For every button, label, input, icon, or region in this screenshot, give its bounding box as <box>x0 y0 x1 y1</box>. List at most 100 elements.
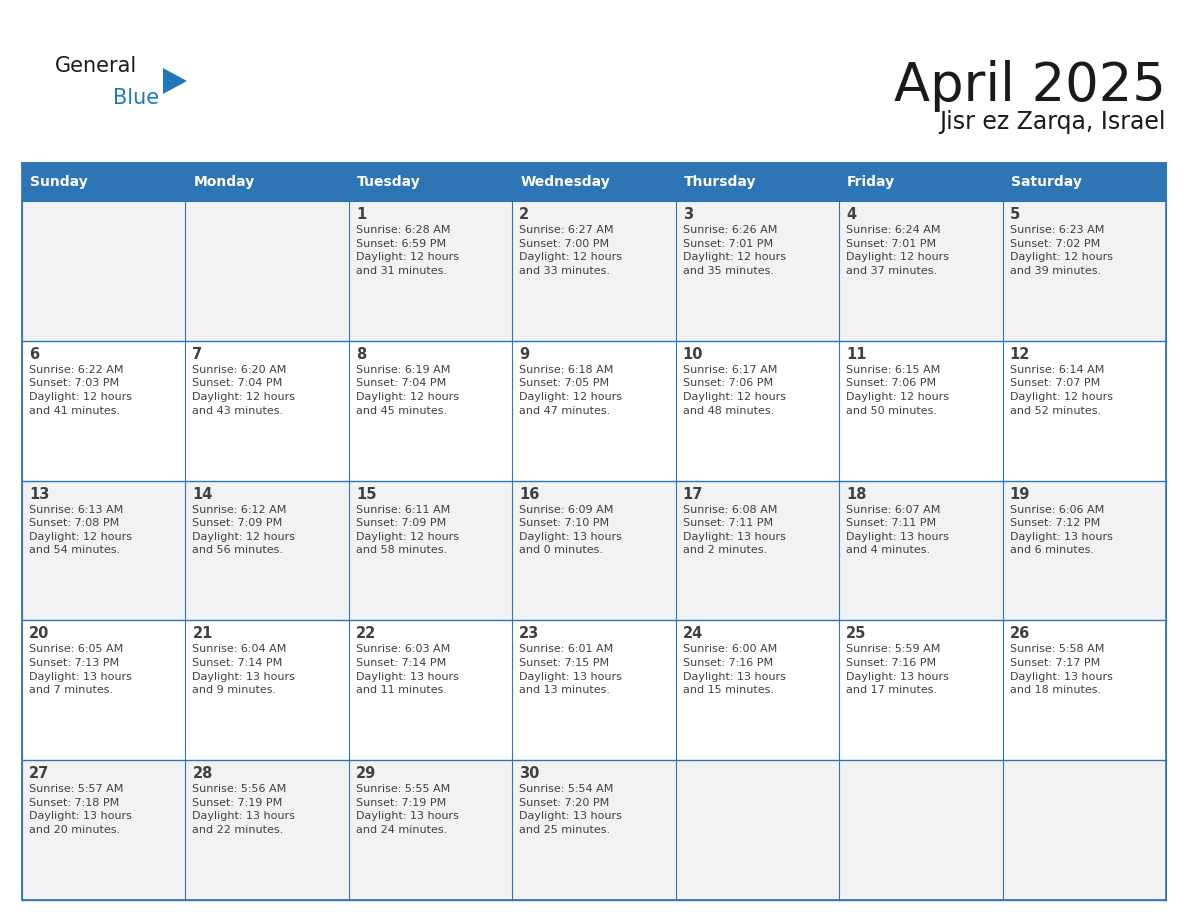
Text: 13: 13 <box>29 487 50 501</box>
Bar <box>185 481 349 621</box>
Text: Sunrise: 6:12 AM
Sunset: 7:09 PM
Daylight: 12 hours
and 56 minutes.: Sunrise: 6:12 AM Sunset: 7:09 PM Dayligh… <box>192 505 296 555</box>
Text: Sunrise: 6:04 AM
Sunset: 7:14 PM
Daylight: 13 hours
and 9 minutes.: Sunrise: 6:04 AM Sunset: 7:14 PM Dayligh… <box>192 644 296 695</box>
Text: 23: 23 <box>519 626 539 642</box>
Text: Blue: Blue <box>113 88 159 108</box>
Text: 18: 18 <box>846 487 866 501</box>
Bar <box>676 201 839 341</box>
Text: Sunrise: 6:07 AM
Sunset: 7:11 PM
Daylight: 13 hours
and 4 minutes.: Sunrise: 6:07 AM Sunset: 7:11 PM Dayligh… <box>846 505 949 555</box>
Text: 12: 12 <box>1010 347 1030 362</box>
Text: 9: 9 <box>519 347 530 362</box>
Bar <box>1003 621 1165 760</box>
Text: 26: 26 <box>1010 626 1030 642</box>
Text: Sunrise: 6:23 AM
Sunset: 7:02 PM
Daylight: 12 hours
and 39 minutes.: Sunrise: 6:23 AM Sunset: 7:02 PM Dayligh… <box>1010 225 1113 275</box>
Bar <box>512 163 676 201</box>
Text: 28: 28 <box>192 767 213 781</box>
Text: Sunrise: 6:00 AM
Sunset: 7:16 PM
Daylight: 13 hours
and 15 minutes.: Sunrise: 6:00 AM Sunset: 7:16 PM Dayligh… <box>683 644 785 695</box>
Bar <box>839 201 1003 341</box>
Bar <box>185 163 349 201</box>
Text: Monday: Monday <box>194 175 254 189</box>
Text: Sunrise: 6:17 AM
Sunset: 7:06 PM
Daylight: 12 hours
and 48 minutes.: Sunrise: 6:17 AM Sunset: 7:06 PM Dayligh… <box>683 364 785 416</box>
Text: Jisr ez Zarqa, Israel: Jisr ez Zarqa, Israel <box>940 110 1165 134</box>
Bar <box>839 760 1003 900</box>
Bar <box>349 481 512 621</box>
Text: 27: 27 <box>29 767 49 781</box>
Bar <box>512 481 676 621</box>
Text: Friday: Friday <box>847 175 896 189</box>
Text: Sunrise: 6:22 AM
Sunset: 7:03 PM
Daylight: 12 hours
and 41 minutes.: Sunrise: 6:22 AM Sunset: 7:03 PM Dayligh… <box>29 364 132 416</box>
Text: 10: 10 <box>683 347 703 362</box>
Bar <box>839 341 1003 481</box>
Bar <box>185 341 349 481</box>
Bar <box>349 760 512 900</box>
Polygon shape <box>163 68 187 94</box>
Bar <box>1003 760 1165 900</box>
Text: Sunrise: 6:03 AM
Sunset: 7:14 PM
Daylight: 13 hours
and 11 minutes.: Sunrise: 6:03 AM Sunset: 7:14 PM Dayligh… <box>356 644 459 695</box>
Text: Sunrise: 5:57 AM
Sunset: 7:18 PM
Daylight: 13 hours
and 20 minutes.: Sunrise: 5:57 AM Sunset: 7:18 PM Dayligh… <box>29 784 132 835</box>
Text: Sunrise: 6:26 AM
Sunset: 7:01 PM
Daylight: 12 hours
and 35 minutes.: Sunrise: 6:26 AM Sunset: 7:01 PM Dayligh… <box>683 225 785 275</box>
Bar <box>512 341 676 481</box>
Text: 22: 22 <box>356 626 377 642</box>
Bar <box>676 341 839 481</box>
Bar <box>23 201 185 341</box>
Bar <box>839 481 1003 621</box>
Bar <box>676 481 839 621</box>
Bar <box>349 621 512 760</box>
Text: Sunrise: 6:08 AM
Sunset: 7:11 PM
Daylight: 13 hours
and 2 minutes.: Sunrise: 6:08 AM Sunset: 7:11 PM Dayligh… <box>683 505 785 555</box>
Bar <box>512 760 676 900</box>
Bar <box>185 201 349 341</box>
Bar <box>23 163 1165 900</box>
Text: Wednesday: Wednesday <box>520 175 609 189</box>
Text: Sunrise: 6:06 AM
Sunset: 7:12 PM
Daylight: 13 hours
and 6 minutes.: Sunrise: 6:06 AM Sunset: 7:12 PM Dayligh… <box>1010 505 1112 555</box>
Bar <box>1003 201 1165 341</box>
Bar <box>512 621 676 760</box>
Bar <box>23 163 185 201</box>
Bar <box>23 760 185 900</box>
Bar <box>839 163 1003 201</box>
Text: 6: 6 <box>29 347 39 362</box>
Text: 16: 16 <box>519 487 539 501</box>
Text: Sunrise: 6:24 AM
Sunset: 7:01 PM
Daylight: 12 hours
and 37 minutes.: Sunrise: 6:24 AM Sunset: 7:01 PM Dayligh… <box>846 225 949 275</box>
Text: 21: 21 <box>192 626 213 642</box>
Text: Sunrise: 5:55 AM
Sunset: 7:19 PM
Daylight: 13 hours
and 24 minutes.: Sunrise: 5:55 AM Sunset: 7:19 PM Dayligh… <box>356 784 459 835</box>
Text: Sunrise: 6:01 AM
Sunset: 7:15 PM
Daylight: 13 hours
and 13 minutes.: Sunrise: 6:01 AM Sunset: 7:15 PM Dayligh… <box>519 644 623 695</box>
Text: Sunday: Sunday <box>30 175 88 189</box>
Text: Tuesday: Tuesday <box>356 175 421 189</box>
Text: 25: 25 <box>846 626 866 642</box>
Text: Thursday: Thursday <box>684 175 757 189</box>
Bar <box>185 621 349 760</box>
Text: Sunrise: 5:54 AM
Sunset: 7:20 PM
Daylight: 13 hours
and 25 minutes.: Sunrise: 5:54 AM Sunset: 7:20 PM Dayligh… <box>519 784 623 835</box>
Bar <box>349 201 512 341</box>
Text: Sunrise: 6:19 AM
Sunset: 7:04 PM
Daylight: 12 hours
and 45 minutes.: Sunrise: 6:19 AM Sunset: 7:04 PM Dayligh… <box>356 364 459 416</box>
Text: Sunrise: 6:18 AM
Sunset: 7:05 PM
Daylight: 12 hours
and 47 minutes.: Sunrise: 6:18 AM Sunset: 7:05 PM Dayligh… <box>519 364 623 416</box>
Text: Sunrise: 6:20 AM
Sunset: 7:04 PM
Daylight: 12 hours
and 43 minutes.: Sunrise: 6:20 AM Sunset: 7:04 PM Dayligh… <box>192 364 296 416</box>
Bar <box>1003 163 1165 201</box>
Text: 24: 24 <box>683 626 703 642</box>
Text: 7: 7 <box>192 347 202 362</box>
Bar <box>349 341 512 481</box>
Text: 3: 3 <box>683 207 693 222</box>
Text: Sunrise: 6:28 AM
Sunset: 6:59 PM
Daylight: 12 hours
and 31 minutes.: Sunrise: 6:28 AM Sunset: 6:59 PM Dayligh… <box>356 225 459 275</box>
Text: 15: 15 <box>356 487 377 501</box>
Text: General: General <box>55 56 138 76</box>
Bar <box>23 621 185 760</box>
Bar <box>349 163 512 201</box>
Bar <box>23 481 185 621</box>
Text: 1: 1 <box>356 207 366 222</box>
Bar <box>839 621 1003 760</box>
Bar <box>676 760 839 900</box>
Text: Sunrise: 6:13 AM
Sunset: 7:08 PM
Daylight: 12 hours
and 54 minutes.: Sunrise: 6:13 AM Sunset: 7:08 PM Dayligh… <box>29 505 132 555</box>
Text: Sunrise: 5:58 AM
Sunset: 7:17 PM
Daylight: 13 hours
and 18 minutes.: Sunrise: 5:58 AM Sunset: 7:17 PM Dayligh… <box>1010 644 1112 695</box>
Bar <box>1003 481 1165 621</box>
Text: 14: 14 <box>192 487 213 501</box>
Text: 5: 5 <box>1010 207 1019 222</box>
Bar <box>676 163 839 201</box>
Text: Sunrise: 6:27 AM
Sunset: 7:00 PM
Daylight: 12 hours
and 33 minutes.: Sunrise: 6:27 AM Sunset: 7:00 PM Dayligh… <box>519 225 623 275</box>
Text: Sunrise: 5:59 AM
Sunset: 7:16 PM
Daylight: 13 hours
and 17 minutes.: Sunrise: 5:59 AM Sunset: 7:16 PM Dayligh… <box>846 644 949 695</box>
Bar <box>676 621 839 760</box>
Text: Sunrise: 6:11 AM
Sunset: 7:09 PM
Daylight: 12 hours
and 58 minutes.: Sunrise: 6:11 AM Sunset: 7:09 PM Dayligh… <box>356 505 459 555</box>
Bar <box>23 341 185 481</box>
Text: April 2025: April 2025 <box>895 60 1165 112</box>
Text: 11: 11 <box>846 347 866 362</box>
Text: Sunrise: 5:56 AM
Sunset: 7:19 PM
Daylight: 13 hours
and 22 minutes.: Sunrise: 5:56 AM Sunset: 7:19 PM Dayligh… <box>192 784 296 835</box>
Bar <box>512 201 676 341</box>
